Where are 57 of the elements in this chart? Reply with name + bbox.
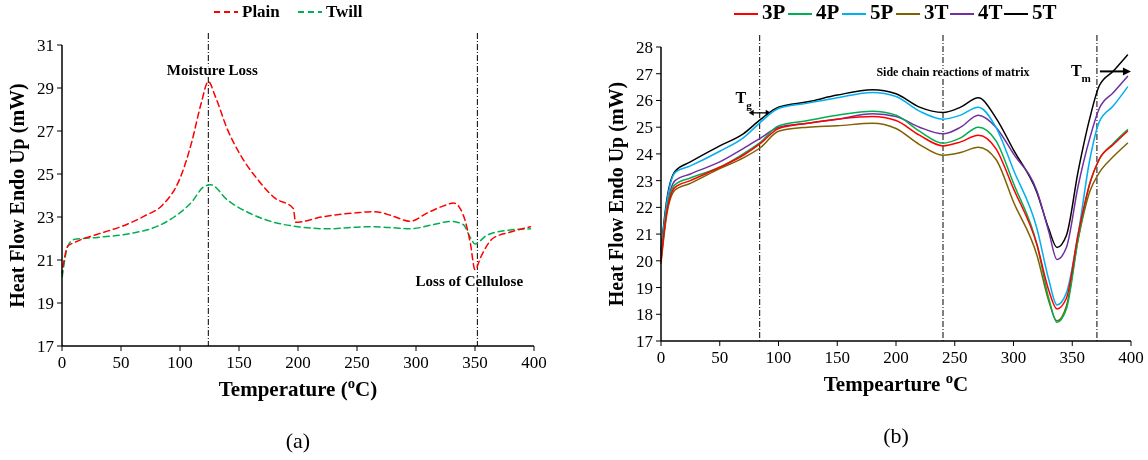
legend-label: 4T <box>978 0 1003 24</box>
x-tick-label: 250 <box>942 348 968 367</box>
ref-line-label: Side chain reactions of matrix <box>876 65 1030 80</box>
x-tick-label: 0 <box>656 348 666 367</box>
y-tick-label: 26 <box>636 91 653 111</box>
text: (b) <box>883 423 909 448</box>
legend-label: 3P <box>762 0 786 24</box>
y-tick-label: 31 <box>37 36 54 55</box>
ref-line-label: Loss of Cellulose <box>415 272 524 289</box>
y-tick-label: 29 <box>37 79 54 98</box>
y-tick-label: 28 <box>636 38 653 57</box>
y-tick-label: 21 <box>37 251 54 270</box>
y-tick-label: 17 <box>636 332 654 351</box>
y-tick-label: 19 <box>37 294 54 313</box>
y-tick-label: 17 <box>37 337 55 356</box>
x-axis-title: Temperature ($^{o}$C) <box>218 375 378 401</box>
y-axis-title: Heat Flow Endo Up (mW) <box>6 83 29 308</box>
y-tick-label: 25 <box>636 118 653 138</box>
x-tick-label: 350 <box>462 353 488 372</box>
y-axis-title: Heat Flow Endo Up (mW) <box>605 81 628 307</box>
ref-line-label: T$_{g}$ <box>735 88 753 111</box>
legend-label: 5P <box>870 0 894 24</box>
ref-line-label: T$_{m}$ <box>1070 62 1092 85</box>
x-tick-label: 150 <box>824 348 850 367</box>
y-tick-label: 27 <box>636 64 654 84</box>
legend-label: Twill <box>326 2 363 21</box>
x-tick-label: 100 <box>167 353 193 372</box>
x-tick-label: 200 <box>285 353 311 372</box>
x-tick-label: 400 <box>1118 348 1144 367</box>
x-tick-label: 100 <box>765 348 792 367</box>
y-tick-label: 19 <box>636 278 653 298</box>
x-tick-label: 400 <box>521 353 547 372</box>
y-tick-label: 21 <box>636 225 653 245</box>
x-axis-title: Tempearture $^{o}$C <box>823 370 969 396</box>
x-tick-label: 150 <box>226 353 252 372</box>
y-tick-label: 27 <box>37 122 55 141</box>
legend-label: 3T <box>924 0 949 24</box>
legend-label: Plain <box>242 2 281 21</box>
x-tick-label: 200 <box>883 348 909 367</box>
y-tick-label: 25 <box>37 165 54 184</box>
x-tick-label: 300 <box>403 353 429 372</box>
y-tick-label: 23 <box>37 208 54 227</box>
y-tick-label: 22 <box>636 198 653 218</box>
x-tick-label: 350 <box>1059 348 1085 367</box>
x-tick-label: 50 <box>711 348 729 367</box>
text: (a) <box>285 428 311 453</box>
x-tick-label: 50 <box>112 353 130 372</box>
x-tick-label: 0 <box>57 353 67 372</box>
x-tick-label: 300 <box>1000 348 1027 367</box>
y-tick-label: 24 <box>636 144 654 164</box>
y-tick-label: 23 <box>636 171 653 191</box>
y-tick-label: 18 <box>636 305 653 325</box>
legend-label: 4P <box>816 0 840 24</box>
legend-label: 5T <box>1032 0 1057 24</box>
ref-line-label: Moisture Loss <box>166 62 258 79</box>
x-tick-label: 250 <box>344 353 370 372</box>
y-tick-label: 20 <box>636 251 653 271</box>
